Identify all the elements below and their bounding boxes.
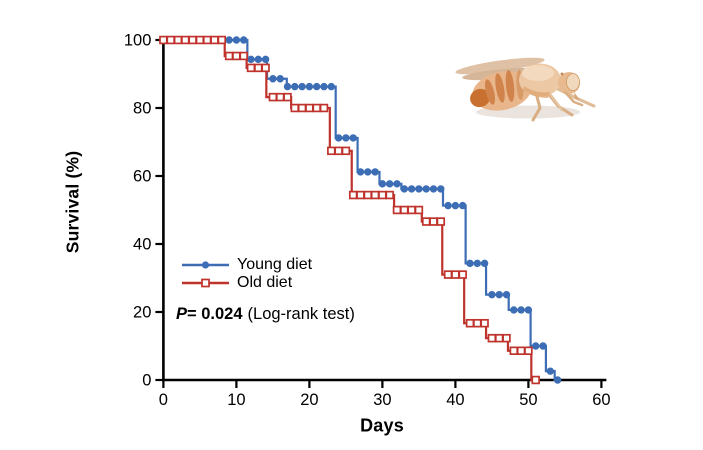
legend-item-old-diet: Old diet — [181, 274, 312, 292]
svg-text:0: 0 — [142, 372, 151, 390]
legend-label-young-diet: Young diet — [237, 256, 313, 273]
svg-text:60: 60 — [133, 168, 151, 186]
p-value-annotation: P= 0.024 (Log-rank test) — [176, 305, 355, 324]
svg-text:40: 40 — [133, 236, 151, 254]
svg-text:10: 10 — [227, 391, 245, 409]
svg-text:30: 30 — [373, 391, 391, 409]
legend-item-young-diet: Young diet — [181, 256, 312, 274]
svg-text:40: 40 — [446, 391, 464, 409]
legend: Young diet Old diet — [181, 256, 312, 292]
fly-illustration — [455, 57, 596, 122]
svg-text:100: 100 — [124, 32, 152, 50]
y-axis-title: Survival (%) — [62, 150, 83, 254]
test-name-note: (Log-rank test) — [247, 305, 355, 323]
svg-text:80: 80 — [133, 100, 151, 118]
svg-text:60: 60 — [592, 391, 610, 409]
legend-label-old-diet: Old diet — [237, 274, 293, 291]
p-value: = 0.024 — [187, 305, 243, 323]
svg-text:20: 20 — [300, 391, 318, 409]
svg-text:0: 0 — [159, 391, 168, 409]
svg-text:20: 20 — [133, 304, 151, 322]
p-symbol: P — [176, 305, 188, 323]
svg-text:50: 50 — [519, 391, 537, 409]
x-axis-title: Days — [360, 415, 404, 436]
young-diet-line-swatch — [182, 261, 229, 269]
old-diet-line-swatch — [182, 278, 229, 288]
